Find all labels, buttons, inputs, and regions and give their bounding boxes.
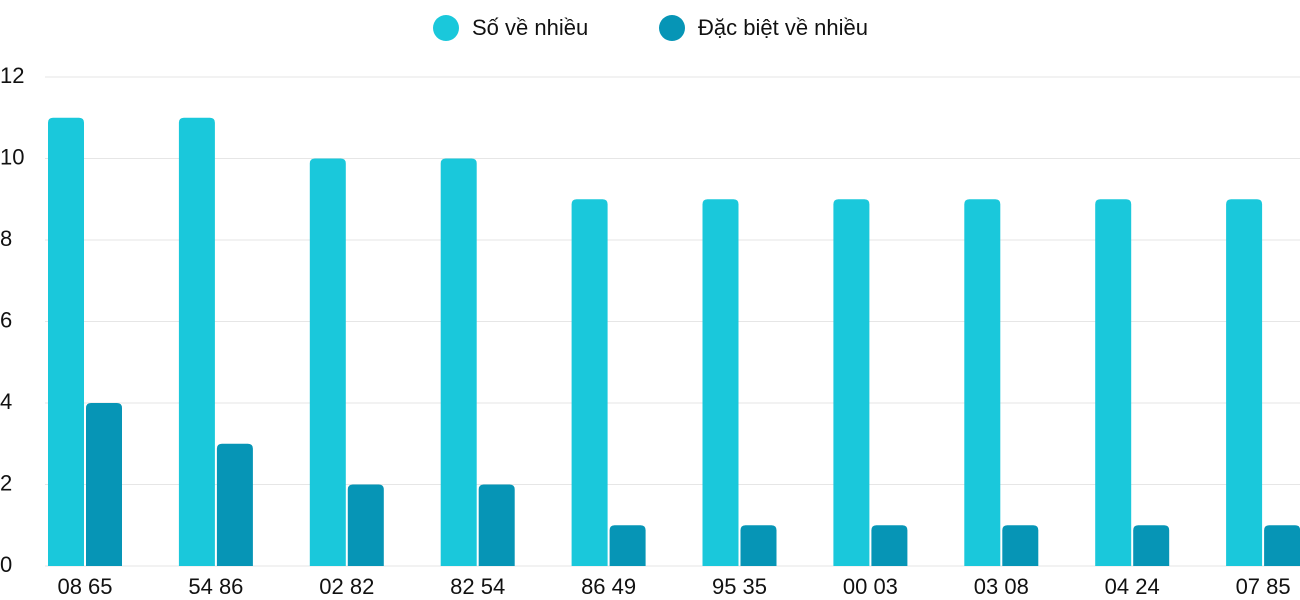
y-tick-label: 6 xyxy=(0,307,12,332)
bar xyxy=(440,158,477,566)
x-tick-label: 02 82 xyxy=(319,574,374,599)
bar xyxy=(216,443,253,566)
y-tick-label: 10 xyxy=(0,144,24,169)
bar xyxy=(571,199,608,566)
bar xyxy=(1095,199,1132,566)
x-tick-label: 07 85 xyxy=(1236,574,1291,599)
bar xyxy=(740,525,777,566)
bar xyxy=(478,484,515,566)
bar xyxy=(347,484,384,566)
legend-label: Số về nhiều xyxy=(472,15,588,40)
x-tick-label: 03 08 xyxy=(974,574,1029,599)
y-tick-label: 2 xyxy=(0,470,12,495)
bar xyxy=(48,117,84,566)
bar xyxy=(609,525,646,566)
x-tick-label: 82 54 xyxy=(450,574,505,599)
bar xyxy=(702,199,739,566)
x-tick-label: 08 65 xyxy=(57,574,112,599)
x-tick-label: 00 03 xyxy=(843,574,898,599)
y-tick-label: 4 xyxy=(0,389,12,414)
bar xyxy=(86,403,122,566)
bar xyxy=(1264,525,1300,566)
bar xyxy=(1226,199,1263,566)
bar xyxy=(1002,525,1039,566)
bar xyxy=(1133,525,1170,566)
x-tick-label: 04 24 xyxy=(1105,574,1160,599)
y-tick-label: 0 xyxy=(0,552,12,577)
y-tick-label: 8 xyxy=(0,226,12,251)
bar xyxy=(871,525,908,566)
x-tick-label: 95 35 xyxy=(712,574,767,599)
x-tick-label: 86 49 xyxy=(581,574,636,599)
bar xyxy=(964,199,1001,566)
legend-label: Đặc biệt về nhiều xyxy=(698,15,868,40)
legend-swatch xyxy=(659,15,685,41)
bar xyxy=(833,199,870,566)
bar xyxy=(309,158,346,566)
legend-swatch xyxy=(433,15,459,41)
bar xyxy=(178,117,215,566)
y-tick-label: 12 xyxy=(0,63,24,88)
x-tick-label: 54 86 xyxy=(188,574,243,599)
